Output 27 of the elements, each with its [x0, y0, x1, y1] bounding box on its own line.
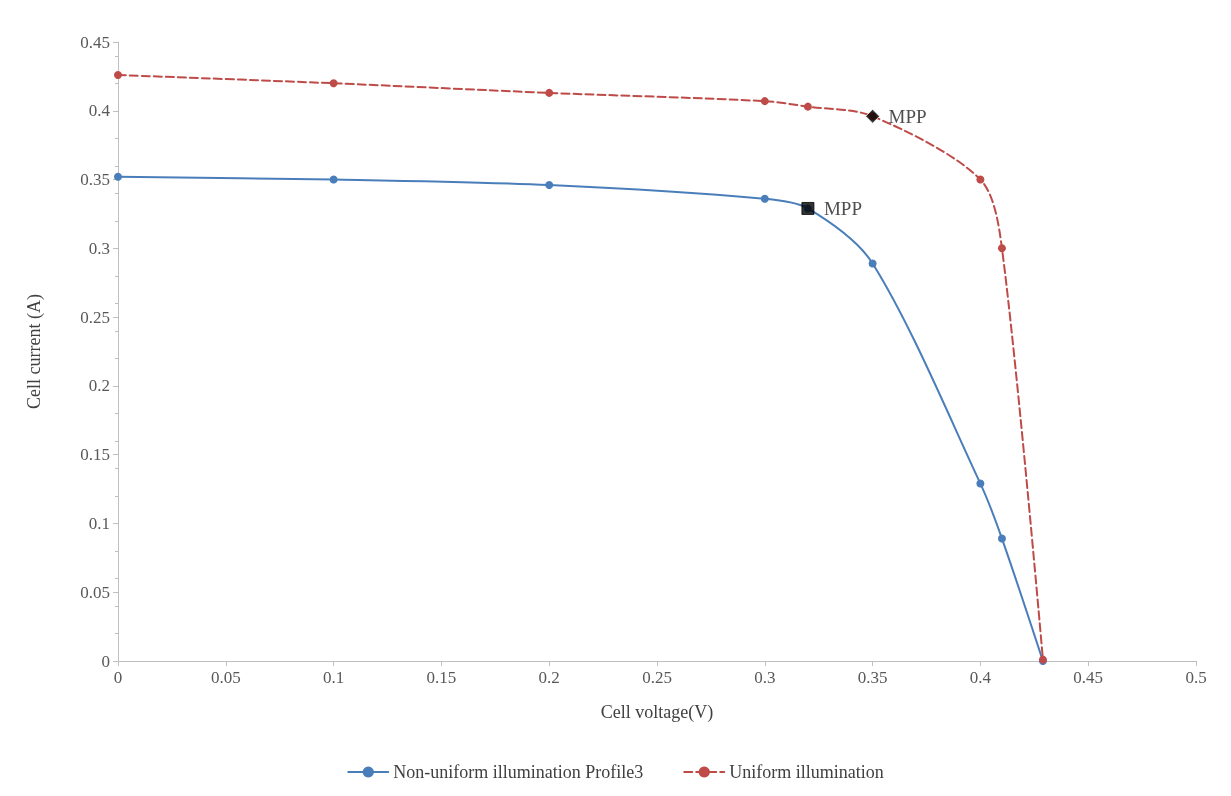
x-tick-label: 0.25 [642, 668, 672, 687]
annotation: MPP [823, 197, 862, 219]
x-tick-label: 0.05 [210, 668, 241, 687]
annotation: MPP [888, 105, 927, 127]
y-tick-label: 0.1 [88, 513, 110, 533]
legend-label: Uniform illumination [729, 762, 884, 782]
x-axis-title: Cell voltage(V) [600, 702, 714, 723]
y-axis-title: Cell current (A) [24, 294, 45, 409]
x-tick-label: 0.45 [1073, 668, 1104, 687]
x-tick-label: 0.2 [538, 668, 560, 687]
y-tick-label: 0.3 [88, 238, 110, 258]
x-tick-label: 0.3 [754, 668, 776, 687]
y-tick-label: 0.15 [80, 445, 110, 465]
legend-label: Non-uniform illumination Profile3 [393, 762, 644, 782]
y-tick-label: 0.45 [80, 32, 110, 52]
y-tick-label: 0 [101, 651, 110, 671]
x-tick-label: 0.5 [1185, 668, 1207, 687]
x-tick-label: 0 [113, 668, 123, 687]
y-tick-label: 0.4 [88, 101, 111, 121]
x-tick-label: 0.15 [426, 668, 457, 687]
y-tick-label: 0.25 [80, 307, 110, 327]
y-tick-label: 0.05 [80, 582, 110, 602]
y-tick-label: 0.35 [80, 170, 110, 190]
y-tick-label: 0.2 [88, 376, 110, 396]
x-tick-label: 0.4 [969, 668, 992, 687]
x-tick-label: 0.1 [322, 668, 345, 687]
x-tick-label: 0.35 [857, 668, 888, 687]
